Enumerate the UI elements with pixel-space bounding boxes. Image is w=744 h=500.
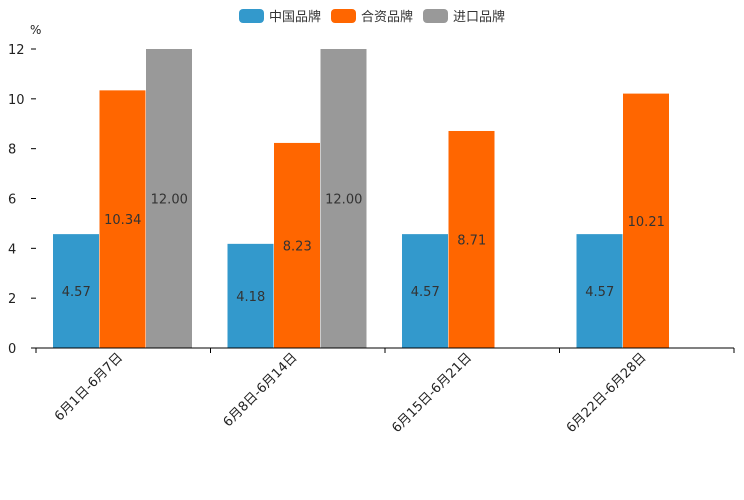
legend-swatch xyxy=(423,9,448,23)
bar-中国品牌 xyxy=(402,234,448,348)
legend-label: 合资品牌 xyxy=(361,9,413,25)
legend: 中国品牌 合资品牌 进口品牌 xyxy=(239,9,505,25)
y-tick-label: 6 xyxy=(8,193,16,208)
y-axis-ticks: 0 2 4 6 8 10 12 xyxy=(8,43,36,357)
bar-value-label: 12.00 xyxy=(325,193,362,208)
bar-value-label: 8.23 xyxy=(283,239,312,254)
y-axis-unit-label: % xyxy=(30,23,41,37)
x-axis: 6月1日-6月7日 6月8日-6月14日 6月15日-6月21日 6月22日-6月28… xyxy=(35,347,735,436)
bar-进口品牌 xyxy=(146,49,192,348)
y-tick-label: 4 xyxy=(8,242,16,257)
legend-swatch xyxy=(331,9,356,23)
legend-label: 进口品牌 xyxy=(453,9,505,25)
bar-中国品牌 xyxy=(53,234,99,348)
bar-合资品牌 xyxy=(623,93,669,348)
legend-swatch xyxy=(239,9,264,23)
legend-item: 进口品牌 xyxy=(423,9,505,25)
bar-进口品牌 xyxy=(320,49,367,348)
x-category-label: 6月22日-6月28日 xyxy=(564,350,650,436)
y-tick-label: 12 xyxy=(8,43,25,58)
bar-value-label: 4.57 xyxy=(62,285,91,300)
bar-value-label: 10.34 xyxy=(104,213,141,228)
bar-value-label: 4.57 xyxy=(585,285,614,300)
x-category-label: 6月15日-6月21日 xyxy=(389,350,475,436)
y-tick-label: 0 xyxy=(8,342,16,357)
bar-合资品牌 xyxy=(99,90,146,348)
bar-value-label: 12.00 xyxy=(151,193,188,208)
legend-label: 中国品牌 xyxy=(269,9,321,25)
bar-value-label: 10.21 xyxy=(628,215,665,230)
y-tick-label: 8 xyxy=(8,143,16,158)
y-tick-label: 2 xyxy=(8,292,16,307)
bar-value-label: 8.71 xyxy=(457,233,486,248)
y-tick-label: 10 xyxy=(8,93,25,108)
bar-value-label: 4.18 xyxy=(236,290,265,305)
bar-data-labels: 4.57 10.34 12.00 4.18 8.23 12.00 4.57 8.71 4.57 1… xyxy=(62,193,665,305)
bar-中国品牌 xyxy=(576,234,623,348)
bar-合资品牌 xyxy=(448,130,495,348)
bar-value-label: 4.57 xyxy=(411,285,440,300)
bar-中国品牌 xyxy=(227,243,274,348)
bars xyxy=(53,49,669,348)
legend-item: 合资品牌 xyxy=(331,9,413,25)
legend-item: 中国品牌 xyxy=(239,9,321,25)
x-category-label: 6月1日-6月7日 xyxy=(52,350,126,424)
bar-合资品牌 xyxy=(274,142,320,348)
x-category-label: 6月8日-6月14日 xyxy=(221,350,301,430)
